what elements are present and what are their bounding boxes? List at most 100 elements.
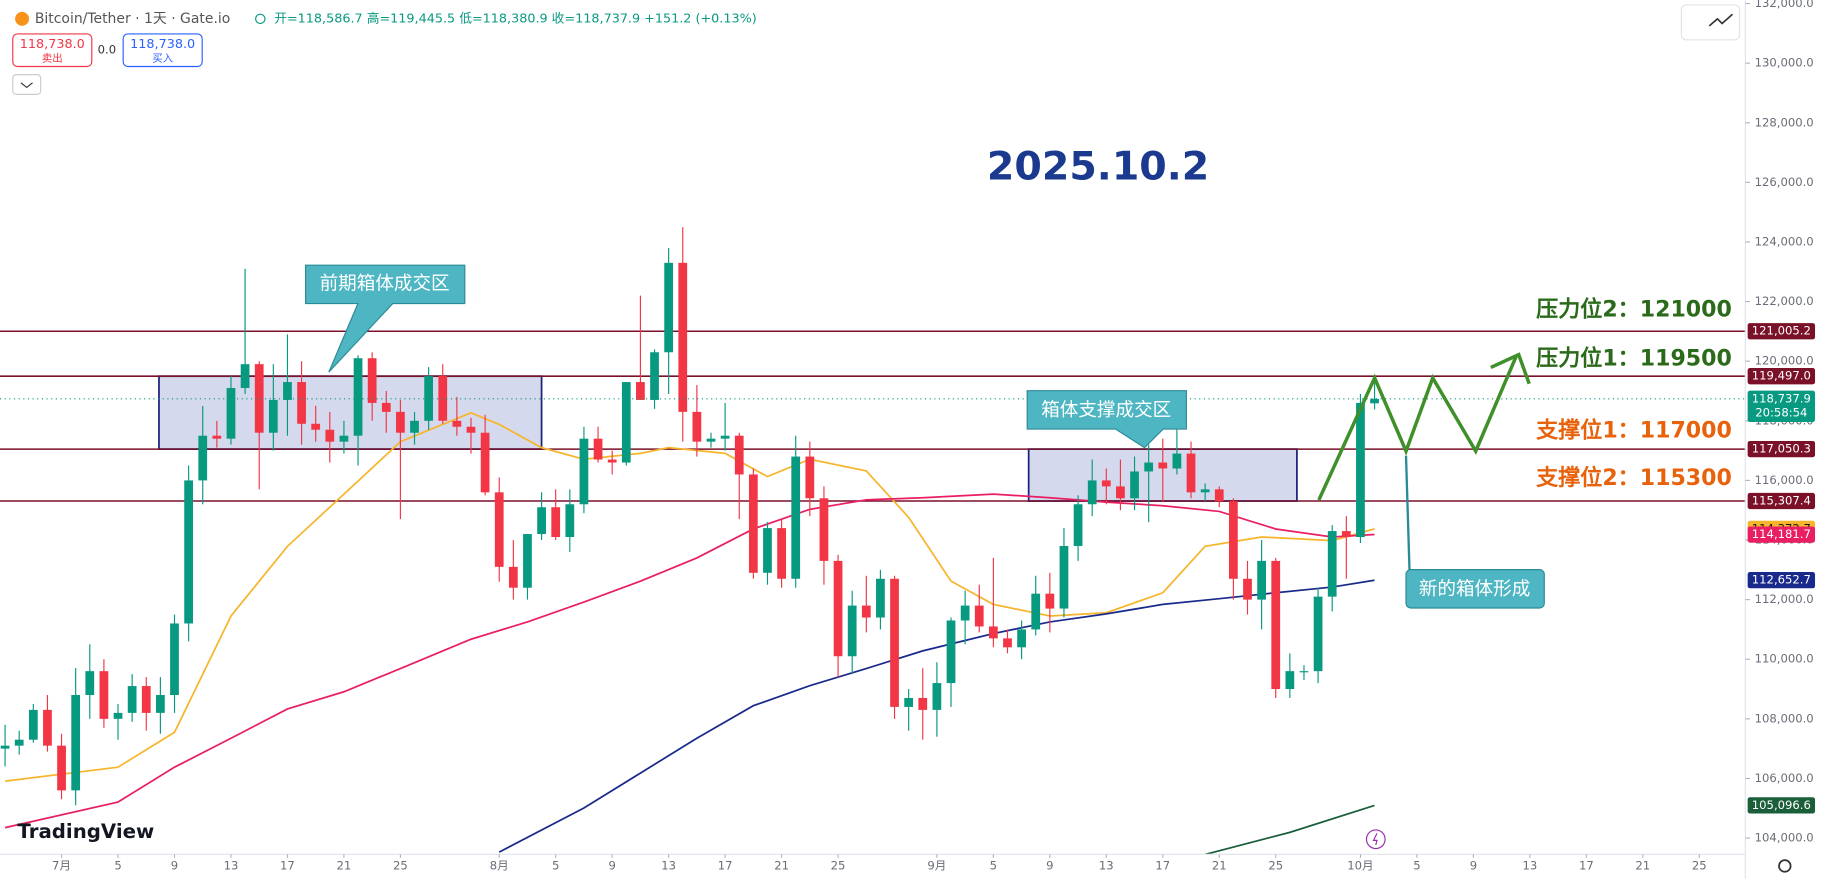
candle-body <box>367 358 377 403</box>
candle-body <box>904 697 914 707</box>
level-axis-label <box>1747 440 1816 458</box>
candle-body <box>932 683 942 710</box>
tool-icon <box>1708 13 1734 27</box>
status-dot <box>255 13 266 25</box>
x-tick-label: 8月 <box>490 858 509 872</box>
callout-text: 前期箱体成交区 <box>320 273 450 294</box>
y-tick-label: 122,000.0 <box>1755 294 1814 308</box>
candle-body <box>1116 486 1125 499</box>
toolbar[interactable] <box>1680 4 1741 41</box>
candle-body <box>254 364 264 433</box>
candle-body <box>636 382 645 400</box>
y-tick-label: 110,000.0 <box>1755 652 1814 666</box>
chevron <box>20 82 33 89</box>
candle-body <box>833 560 843 657</box>
event-bolt <box>1372 833 1378 846</box>
x-tick-label: 17 <box>1155 858 1170 872</box>
candle-body <box>1130 471 1139 499</box>
candle-body <box>1017 629 1026 648</box>
candle-body <box>283 382 292 400</box>
candle-body <box>311 423 321 430</box>
y-tick-label: 130,000.0 <box>1755 56 1814 70</box>
sell-button[interactable] <box>12 33 93 68</box>
candle-body <box>523 534 532 588</box>
level-axis-text: 119,497.0 <box>1752 369 1811 383</box>
annotation: 支撑位1：117000 <box>1535 417 1732 443</box>
level-axis-label <box>1747 492 1816 510</box>
candle-body <box>734 435 744 475</box>
ma-axis-text: 112,652.7 <box>1752 573 1811 587</box>
candle-body <box>1073 504 1083 546</box>
ma-axis-label <box>1747 572 1816 589</box>
candle-body <box>706 438 716 442</box>
x-tick-label: 9 <box>608 858 615 872</box>
candle-body <box>1200 489 1210 493</box>
x-tick-label: 25 <box>1268 858 1283 872</box>
candle-body <box>890 578 899 707</box>
x-tick-label: 13 <box>1099 858 1114 872</box>
candle-body <box>410 420 419 433</box>
candle-body <box>212 435 222 439</box>
y-tick-label: 128,000.0 <box>1755 115 1814 129</box>
candle-body <box>565 504 575 538</box>
spread: 0.0 <box>98 43 116 57</box>
candle-body <box>593 438 603 460</box>
candle-body <box>974 605 984 627</box>
y-tick-label: 112,000.0 <box>1755 592 1814 606</box>
x-tick-label: 21 <box>1635 858 1650 872</box>
candle-body <box>452 420 462 427</box>
ma-axis-label <box>1747 797 1816 814</box>
candle-body <box>748 474 758 573</box>
chart-title: 2025.10.2 <box>987 143 1209 189</box>
candle-body <box>1341 531 1351 538</box>
candle-body <box>28 709 38 740</box>
event-icon <box>1365 829 1386 850</box>
x-tick-label: 25 <box>1692 858 1707 872</box>
price-axis-text: 118,737.9 <box>1752 391 1811 405</box>
candle-body <box>381 402 391 412</box>
annotation: 压力位2：121000 <box>1536 297 1732 323</box>
level-axis-text: 121,005.2 <box>1752 324 1811 338</box>
projection-path <box>1317 355 1518 501</box>
candle-body <box>396 411 405 433</box>
callout-pointer <box>1404 455 1411 570</box>
collapse-button[interactable] <box>12 74 42 95</box>
candle-body <box>494 492 504 567</box>
candle-body <box>650 352 659 400</box>
candle-body <box>1045 593 1055 609</box>
buy-label: 买入 <box>152 52 173 64</box>
candle-body <box>1144 462 1154 472</box>
ma-line <box>4 493 1375 829</box>
candle-body <box>692 411 702 442</box>
candle-body <box>664 262 674 353</box>
y-tick-label: 108,000.0 <box>1755 711 1814 725</box>
y-tick-label: 126,000.0 <box>1755 175 1814 189</box>
candle-body <box>791 456 801 579</box>
settings-icon[interactable] <box>1778 859 1792 873</box>
candle-body <box>1101 480 1111 487</box>
y-tick-label: 104,000.0 <box>1755 831 1814 845</box>
candle-body <box>141 686 151 713</box>
candle-body <box>1271 560 1281 690</box>
x-tick-label: 10月 <box>1347 858 1373 872</box>
symbol-icon <box>15 11 30 26</box>
candle-body <box>85 671 95 695</box>
candle-body <box>960 605 970 621</box>
x-tick-label: 9月 <box>927 858 946 872</box>
candle-body <box>57 745 66 791</box>
callout-box <box>1405 569 1545 609</box>
ma-line <box>5 411 1375 782</box>
projection-arrow <box>1490 352 1531 385</box>
candle-body <box>777 528 786 579</box>
candle-body <box>946 620 956 684</box>
buy-button[interactable] <box>122 33 203 68</box>
candle-body <box>1158 462 1168 469</box>
x-tick-label: 5 <box>1413 858 1420 872</box>
candle-body <box>1243 578 1252 600</box>
candle-body <box>551 507 561 538</box>
range-box <box>158 375 543 450</box>
candle-body <box>438 376 448 421</box>
candle-body <box>240 364 250 389</box>
